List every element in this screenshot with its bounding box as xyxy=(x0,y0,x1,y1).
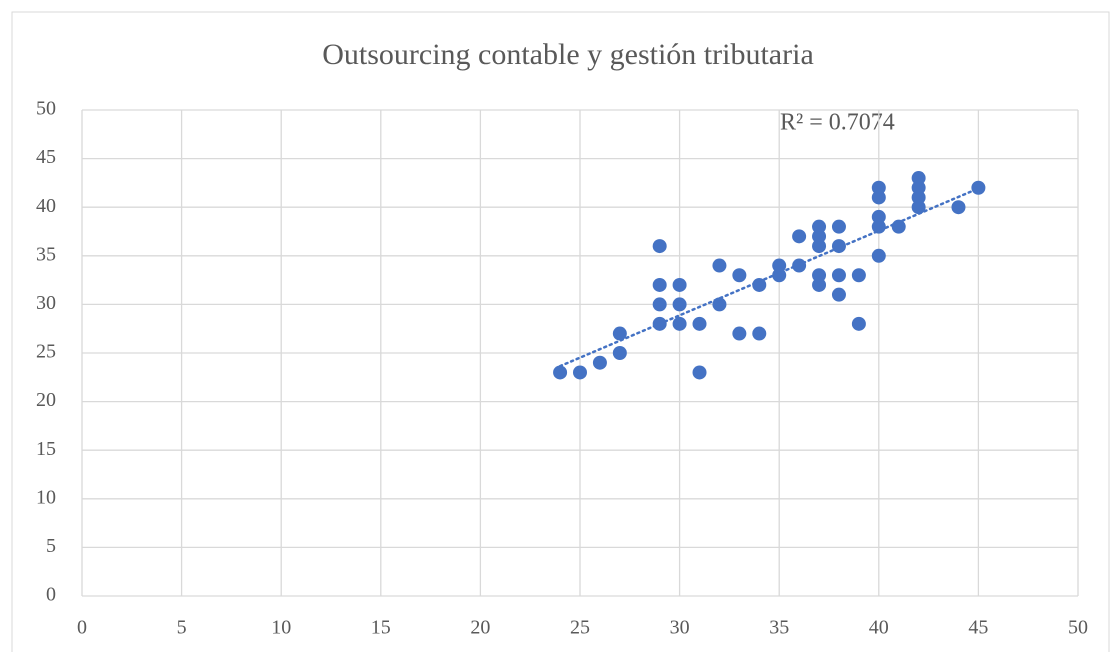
point xyxy=(652,316,667,331)
point xyxy=(812,277,827,292)
y-tick-label: 0 xyxy=(46,584,56,606)
x-tick-label: 35 xyxy=(769,617,789,639)
point xyxy=(951,200,966,215)
point xyxy=(772,258,787,273)
trendline xyxy=(558,187,980,368)
point xyxy=(672,316,687,331)
point xyxy=(732,326,747,341)
point xyxy=(752,277,767,292)
chart-frame xyxy=(11,11,1110,652)
point xyxy=(891,219,906,234)
x-tick-label: 45 xyxy=(968,617,988,639)
point xyxy=(592,355,607,370)
point xyxy=(612,346,627,360)
point xyxy=(911,190,926,205)
y-tick-label: 45 xyxy=(36,146,56,168)
point xyxy=(812,219,827,234)
point xyxy=(652,277,667,292)
y-tick-label: 30 xyxy=(36,292,56,314)
point xyxy=(752,326,767,341)
point xyxy=(831,219,846,234)
point xyxy=(911,180,926,195)
point xyxy=(652,239,667,254)
x-tick-label: 5 xyxy=(177,617,187,639)
point xyxy=(812,239,827,254)
point xyxy=(732,268,747,283)
x-tick-label: 40 xyxy=(869,617,889,639)
x-tick-label: 20 xyxy=(470,617,490,639)
point xyxy=(573,365,587,380)
point xyxy=(871,219,886,234)
point xyxy=(692,316,707,331)
point xyxy=(692,365,707,380)
point xyxy=(851,316,866,331)
point xyxy=(612,326,627,341)
point xyxy=(871,190,886,205)
y-tick-label: 35 xyxy=(36,243,56,265)
y-tick-label: 25 xyxy=(36,341,56,363)
point xyxy=(871,209,886,224)
r-squared-label: R² = 0.7074 xyxy=(780,110,895,136)
x-tick-label: 10 xyxy=(271,617,291,639)
point xyxy=(652,297,667,312)
y-tick-label: 5 xyxy=(46,535,56,557)
point xyxy=(971,180,986,195)
point xyxy=(712,297,727,312)
point xyxy=(871,180,886,195)
point xyxy=(812,268,827,283)
point xyxy=(553,365,568,380)
point xyxy=(831,239,846,254)
point xyxy=(792,258,807,273)
x-tick-label: 0 xyxy=(77,617,87,639)
x-tick-label: 30 xyxy=(670,617,690,639)
x-tick-label: 15 xyxy=(371,617,391,639)
x-tick-label: 25 xyxy=(570,617,590,639)
point xyxy=(772,268,787,283)
point xyxy=(792,229,807,244)
point xyxy=(812,229,827,244)
point xyxy=(871,248,886,263)
point xyxy=(712,258,727,273)
point xyxy=(672,297,687,312)
y-tick-label: 40 xyxy=(36,195,56,217)
y-tick-label: 50 xyxy=(36,98,56,120)
point xyxy=(911,200,926,215)
point xyxy=(831,287,846,302)
point xyxy=(851,268,866,283)
y-tick-label: 15 xyxy=(36,438,56,460)
x-tick-label: 50 xyxy=(1068,617,1088,639)
y-tick-label: 20 xyxy=(36,389,56,411)
y-tick-label: 10 xyxy=(36,486,56,508)
point xyxy=(672,277,687,292)
chart-title: Outsourcing contable y gestión tributari… xyxy=(322,38,814,71)
point xyxy=(911,171,926,186)
point xyxy=(831,268,846,283)
